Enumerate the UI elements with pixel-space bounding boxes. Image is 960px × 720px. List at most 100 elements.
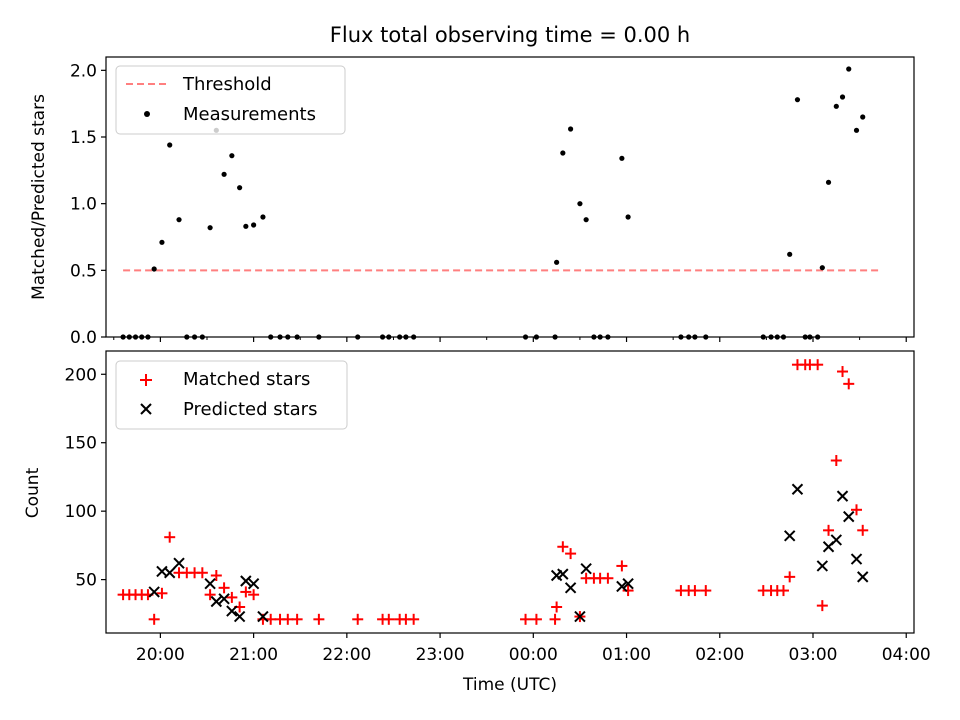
measurement-point: [839, 94, 846, 100]
matched-star-point: [602, 572, 614, 584]
predicted-star-point: [836, 490, 849, 502]
matched-star-point: [551, 601, 563, 613]
matched-star-point: [240, 586, 252, 598]
measurement-point: [860, 114, 866, 120]
chart-title: Flux total observing time = 0.00 h: [330, 23, 690, 47]
measurement-point: [619, 155, 625, 161]
ratio-marks: [120, 66, 879, 340]
matched-star-point: [313, 613, 325, 625]
count-marks: [117, 359, 869, 625]
count-y-tick-label: 100: [65, 502, 97, 522]
measurement-point: [625, 214, 631, 220]
matched-star-point: [837, 366, 849, 378]
matched-star-point: [282, 613, 294, 625]
ratio-y-tick-label: 0.5: [70, 261, 97, 281]
matched-star-point: [196, 567, 208, 579]
predicted-star-point: [843, 510, 855, 523]
matched-star-point: [689, 585, 701, 597]
matched-star-point: [408, 613, 420, 625]
matched-star-point: [383, 613, 395, 625]
matched-star-point: [520, 613, 532, 625]
matched-star-point: [816, 600, 828, 612]
matched-star-point: [823, 524, 835, 536]
ratio-y-tick-label: 1.5: [70, 128, 97, 148]
measurement-point: [151, 266, 157, 272]
count-x-tick-label: 23:00: [416, 645, 465, 665]
legend-matched-swatch: [140, 374, 152, 386]
measurement-point: [176, 217, 182, 223]
count-x-tick-label: 00:00: [509, 645, 558, 665]
legend-matched-label: Matched stars: [183, 369, 310, 390]
count-legend-box: [115, 360, 348, 430]
count-plot-frame: [105, 350, 915, 634]
count-y-axis-label: Count: [23, 467, 43, 518]
predicted-star-point: [574, 610, 586, 623]
predicted-star-point: [247, 578, 260, 590]
count-y-tick-label: 200: [65, 365, 97, 385]
count-panel: 50 100 150 200 20:00 21:00 22:00 23:00 00:00 01:0…: [23, 350, 931, 695]
measurement-point: [237, 185, 243, 191]
legend-predicted-label: Predicted stars: [183, 399, 317, 420]
legend-measurements-label: Measurements: [183, 104, 316, 125]
matched-star-point: [843, 378, 855, 390]
matched-star-point: [812, 359, 824, 371]
measurement-point: [794, 97, 801, 103]
predicted-star-point: [830, 534, 843, 546]
measurement-point: [243, 223, 249, 229]
matched-star-point: [549, 613, 561, 625]
matched-star-point: [700, 585, 712, 597]
measurement-point: [825, 179, 832, 185]
predicted-star-point: [791, 483, 804, 495]
matched-star-point: [857, 524, 869, 536]
matched-star-point: [226, 591, 238, 603]
predicted-star-point: [226, 605, 238, 617]
predicted-star-point: [783, 530, 796, 542]
predicted-star-point: [233, 610, 246, 623]
matched-star-point: [156, 587, 168, 599]
ratio-axis-ticks: 0.0 0.5 1.0 1.5 2.0: [70, 61, 907, 348]
predicted-star-point: [857, 571, 869, 583]
count-y-tick-label: 150: [65, 434, 97, 454]
count-x-tick-label: 03:00: [789, 645, 838, 665]
predicted-star-point: [622, 578, 634, 590]
count-x-tick-label: 02:00: [695, 645, 744, 665]
ratio-y-tick-label: 2.0: [70, 61, 97, 81]
predicted-star-point: [564, 582, 577, 594]
measurement-point: [787, 251, 793, 257]
matched-star-point: [148, 613, 160, 625]
matched-star-point: [784, 571, 796, 583]
legend-predicted-swatch: [140, 403, 152, 415]
matched-star-point: [291, 613, 303, 625]
measurement-point: [853, 127, 860, 133]
matched-star-point: [557, 541, 569, 553]
predicted-star-point: [240, 575, 252, 587]
measurement-point: [819, 265, 825, 271]
measurement-point: [568, 126, 574, 132]
ratio-panel: 0.00.51.01.52.0 Matched/Predicted stars …: [29, 56, 915, 348]
matched-star-point: [851, 504, 863, 516]
matched-star-point: [830, 455, 842, 467]
legend-measurements-swatch: [144, 111, 150, 117]
measurement-point: [221, 171, 227, 177]
count-x-tick-label: 22:00: [322, 645, 371, 665]
predicted-star-point: [173, 557, 185, 569]
measurement-point: [207, 225, 213, 231]
predicted-star-point: [148, 586, 160, 598]
measurement-point: [229, 153, 235, 159]
predicted-star-point: [204, 578, 216, 590]
ratio-y-tick-label: 1.0: [70, 195, 97, 215]
matched-star-point: [248, 589, 260, 601]
predicted-star-point: [164, 567, 176, 579]
count-legend: Matched stars Predicted stars: [115, 360, 348, 430]
predicted-star-point: [218, 593, 230, 605]
measurement-point: [159, 239, 165, 245]
measurement-point: [251, 222, 257, 228]
count-x-axis-label: Time (UTC): [462, 675, 557, 695]
measurement-point: [554, 259, 560, 265]
measurement-point: [583, 217, 589, 223]
matched-star-point: [352, 613, 364, 625]
count-x-tick-label: 20:00: [136, 645, 185, 665]
legend-threshold-label: Threshold: [182, 74, 272, 95]
measurement-point: [846, 66, 852, 72]
